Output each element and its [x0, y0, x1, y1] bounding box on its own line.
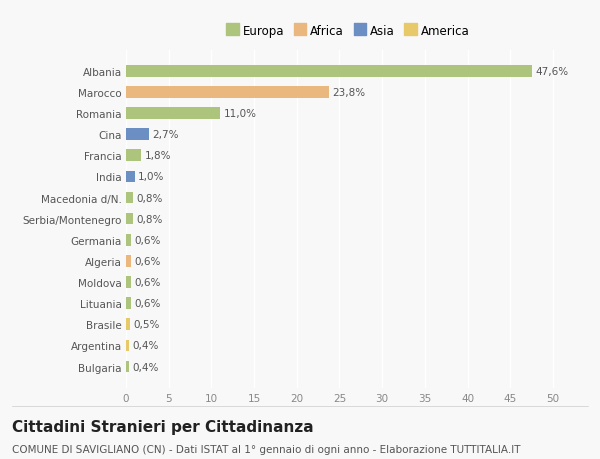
Bar — [126, 298, 131, 309]
Bar — [126, 361, 130, 373]
Text: Cittadini Stranieri per Cittadinanza: Cittadini Stranieri per Cittadinanza — [12, 419, 314, 434]
Text: 0,6%: 0,6% — [134, 298, 161, 308]
Bar — [126, 235, 131, 246]
Bar — [126, 340, 130, 352]
Text: 0,6%: 0,6% — [134, 235, 161, 245]
Bar — [126, 108, 220, 120]
Text: 47,6%: 47,6% — [536, 67, 569, 77]
Text: 23,8%: 23,8% — [332, 88, 366, 98]
Text: 1,8%: 1,8% — [145, 151, 171, 161]
Text: 0,4%: 0,4% — [133, 362, 159, 372]
Bar — [126, 150, 142, 162]
Text: 0,8%: 0,8% — [136, 193, 163, 203]
Text: 2,7%: 2,7% — [152, 130, 179, 140]
Text: COMUNE DI SAVIGLIANO (CN) - Dati ISTAT al 1° gennaio di ogni anno - Elaborazione: COMUNE DI SAVIGLIANO (CN) - Dati ISTAT a… — [12, 444, 521, 454]
Text: 0,4%: 0,4% — [133, 341, 159, 351]
Bar — [126, 192, 133, 204]
Bar — [126, 129, 149, 140]
Bar — [126, 87, 329, 99]
Bar — [126, 213, 133, 225]
Legend: Europa, Africa, Asia, America: Europa, Africa, Asia, America — [224, 22, 472, 40]
Bar — [126, 319, 130, 330]
Text: 1,0%: 1,0% — [138, 172, 164, 182]
Text: 11,0%: 11,0% — [223, 109, 256, 119]
Text: 0,6%: 0,6% — [134, 277, 161, 287]
Bar — [126, 256, 131, 267]
Bar — [126, 66, 532, 78]
Text: 0,8%: 0,8% — [136, 214, 163, 224]
Bar — [126, 277, 131, 288]
Text: 0,5%: 0,5% — [134, 319, 160, 330]
Text: 0,6%: 0,6% — [134, 256, 161, 266]
Bar — [126, 171, 134, 183]
